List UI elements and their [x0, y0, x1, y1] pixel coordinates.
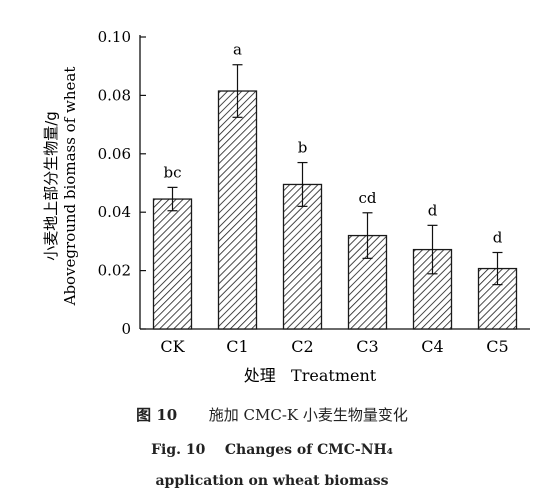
- chart-axes: 0 0.02 0.04 0.06 0.08 0.10: [98, 28, 530, 338]
- bar-CK: [152, 198, 193, 330]
- x-tick-label-C2: C2: [291, 337, 313, 356]
- x-tick-label-C5: C5: [486, 337, 508, 356]
- chart-labels: bc CK a C1 b C2 cd C3 d C4 d C5: [160, 41, 508, 356]
- y-tick-label: 0.08: [98, 86, 131, 104]
- significance-label-C3: cd: [358, 189, 376, 207]
- significance-label-C2: b: [298, 139, 308, 157]
- significance-label-C4: d: [428, 201, 438, 219]
- y-tick-label: 0.10: [98, 28, 131, 46]
- y-axis-label-cn: 小麦地上部分生物量/g: [42, 111, 60, 261]
- x-tick-label-CK: CK: [160, 337, 185, 356]
- bar-C1: [217, 90, 258, 330]
- chart-bars: [152, 90, 518, 330]
- figure-caption-cn: 图 10 施加 CMC-K 小麦生物量变化: [0, 404, 544, 425]
- biomass-bar-chart: 0 0.02 0.04 0.06 0.08 0.10 bc CK a C1 b C2 cd C3 d C4 d…: [42, 28, 530, 385]
- figure-caption-en-line1: Fig. 10 Changes of CMC-NH₄: [151, 442, 393, 458]
- y-tick-label: 0: [121, 320, 131, 338]
- significance-label-C5: d: [493, 228, 503, 246]
- chart-error-bars: [167, 64, 503, 286]
- x-tick-label-C3: C3: [356, 337, 378, 356]
- x-axis-label: 处理 Treatment: [244, 366, 377, 385]
- figure-caption-en-line2: application on wheat biomass: [155, 473, 389, 489]
- y-axis-label-en: Aboveground biomass of wheat: [61, 67, 79, 307]
- y-tick-label: 0.06: [98, 145, 131, 163]
- y-tick-label: 0.04: [98, 203, 131, 221]
- figure-title-cn: 施加 CMC-K 小麦生物量变化: [208, 406, 408, 424]
- significance-label-C1: a: [233, 41, 242, 59]
- significance-label-CK: bc: [163, 163, 181, 181]
- figure-number-cn: 图 10: [136, 406, 178, 424]
- y-tick-label: 0.02: [98, 262, 131, 280]
- bar-C2: [282, 183, 323, 330]
- x-tick-label-C4: C4: [421, 337, 443, 356]
- x-tick-label-C1: C1: [226, 337, 248, 356]
